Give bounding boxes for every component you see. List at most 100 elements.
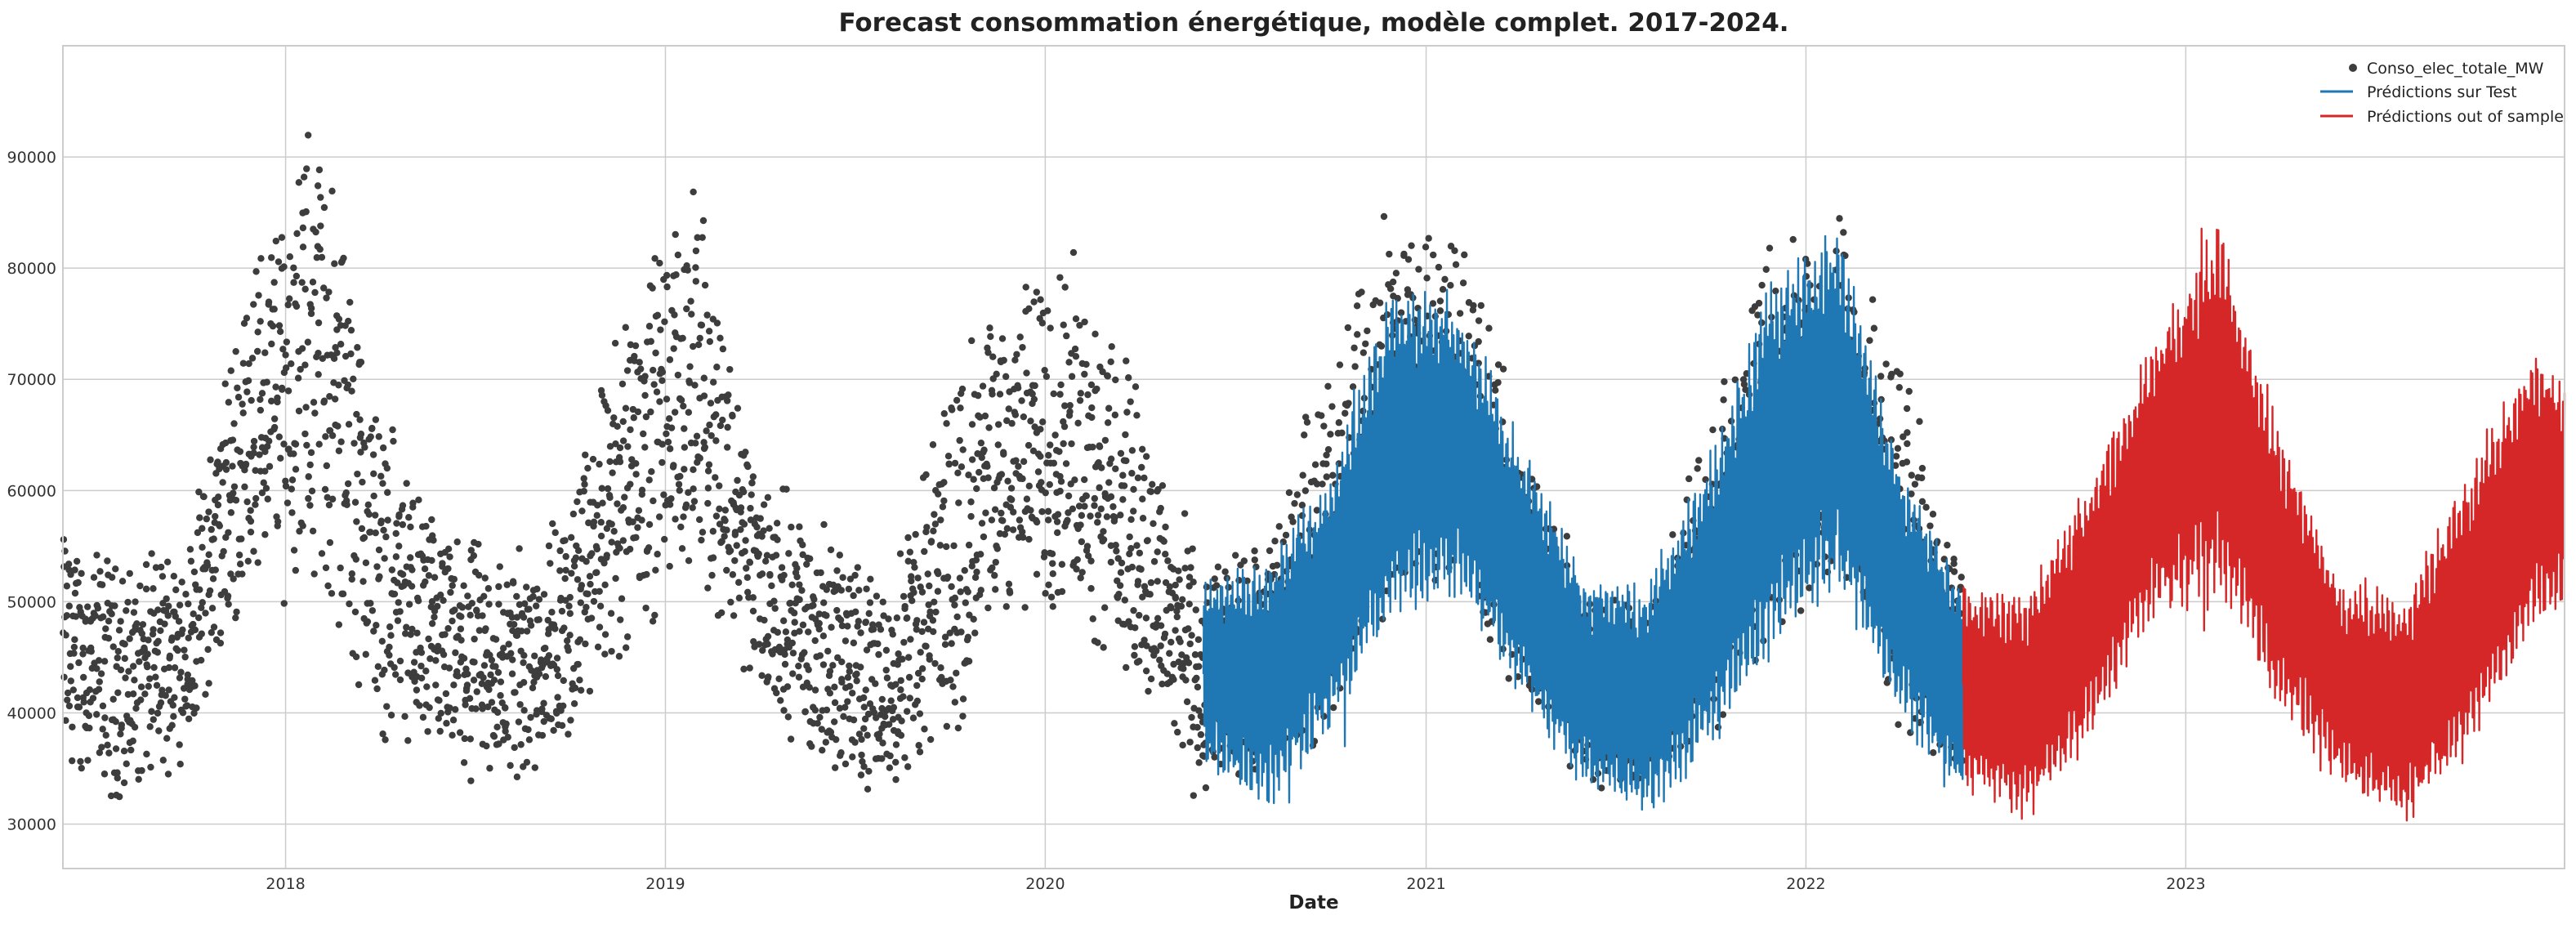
observed-point — [1324, 382, 1332, 390]
observed-point — [1089, 443, 1096, 451]
observed-point — [520, 614, 528, 621]
observed-point — [1069, 505, 1077, 513]
observed-point — [452, 706, 459, 713]
observed-point — [671, 409, 679, 416]
observed-point — [549, 520, 556, 528]
observed-point — [190, 709, 198, 717]
observed-point — [795, 662, 802, 670]
observed-point — [1062, 460, 1070, 467]
observed-point — [1329, 471, 1337, 479]
observed-point — [1187, 564, 1194, 571]
observed-point — [252, 268, 260, 275]
observed-point — [1383, 310, 1391, 319]
observed-point — [850, 716, 858, 724]
observed-point — [581, 480, 588, 488]
observed-point — [1100, 604, 1109, 611]
observed-point — [425, 635, 432, 643]
observed-point — [1190, 578, 1197, 586]
observed-point — [655, 513, 663, 520]
observed-point — [479, 705, 486, 712]
observed-point — [488, 656, 496, 664]
observed-point — [951, 699, 959, 706]
observed-point — [260, 479, 267, 487]
observed-point — [1159, 680, 1166, 688]
observed-point — [998, 471, 1006, 478]
observed-point — [918, 628, 926, 636]
observed-point — [1011, 411, 1020, 418]
legend: Conso_elec_totale_MW Prédictions sur Tes… — [2320, 60, 2564, 126]
observed-point — [670, 345, 677, 352]
observed-point — [1031, 423, 1038, 431]
observed-point — [690, 342, 697, 351]
observed-point — [779, 617, 788, 624]
observed-point — [929, 617, 937, 624]
observed-point — [608, 520, 615, 528]
observed-point — [957, 588, 964, 596]
observed-point — [295, 179, 303, 186]
observed-point — [1695, 457, 1703, 464]
observed-point — [1065, 412, 1074, 419]
observed-point — [883, 674, 891, 681]
observed-point — [1303, 418, 1311, 426]
observed-point — [663, 395, 671, 403]
observed-point — [145, 682, 152, 690]
observed-point — [965, 541, 973, 549]
observed-point — [931, 659, 939, 668]
observed-point — [403, 480, 410, 487]
observed-point — [1922, 503, 1930, 511]
observed-point — [1113, 547, 1120, 555]
observed-point — [312, 228, 319, 236]
observed-point — [290, 547, 298, 554]
observed-point — [458, 636, 465, 644]
observed-point — [634, 524, 641, 531]
observed-point — [163, 558, 172, 566]
observed-point — [523, 758, 531, 766]
observed-point — [947, 677, 954, 684]
observed-point — [208, 628, 216, 636]
observed-point — [567, 717, 574, 724]
observed-point — [1944, 541, 1951, 549]
observed-point — [1018, 397, 1025, 404]
observed-point — [842, 610, 850, 618]
observed-point — [553, 666, 561, 673]
observed-point — [1157, 642, 1164, 650]
observed-point — [994, 441, 1002, 449]
observed-point — [202, 690, 209, 698]
observed-point — [210, 535, 217, 543]
observed-point — [357, 430, 365, 438]
observed-point — [610, 528, 618, 535]
observed-point — [241, 483, 248, 491]
observed-point — [492, 663, 499, 670]
observed-point — [525, 605, 533, 613]
observed-point — [551, 529, 559, 537]
observed-point — [1058, 561, 1066, 568]
observed-point — [96, 678, 103, 686]
observed-point — [994, 421, 1002, 428]
observed-point — [118, 724, 125, 732]
observed-point — [672, 271, 680, 279]
observed-point — [558, 607, 566, 615]
observed-point — [629, 518, 636, 525]
observed-point — [1895, 721, 1902, 729]
observed-point — [638, 516, 645, 524]
observed-point — [971, 629, 979, 636]
observed-point — [77, 757, 84, 766]
observed-point — [1439, 286, 1447, 293]
observed-point — [556, 547, 564, 555]
observed-point — [554, 672, 562, 680]
observed-point — [62, 632, 69, 639]
observed-point — [117, 666, 125, 674]
observed-point — [205, 508, 212, 516]
observed-point — [784, 636, 792, 644]
observed-point — [395, 599, 402, 606]
observed-point — [700, 374, 708, 382]
observed-point — [1089, 615, 1096, 623]
observed-point — [422, 668, 430, 675]
observed-point — [486, 765, 493, 772]
observed-point — [348, 387, 355, 395]
observed-point — [143, 750, 150, 758]
observed-point — [150, 716, 157, 723]
observed-point — [1423, 275, 1431, 282]
observed-point — [1065, 359, 1073, 366]
